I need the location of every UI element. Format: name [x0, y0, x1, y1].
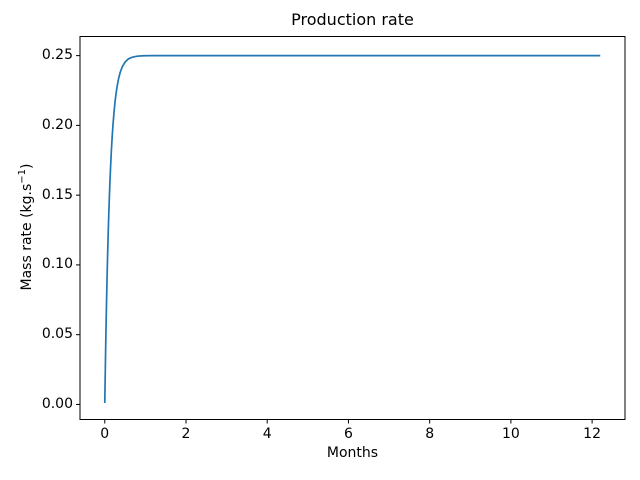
axes-spines — [79, 36, 626, 420]
x-axis-label: Months — [326, 445, 379, 461]
x-tick-label: 0 — [100, 426, 110, 442]
chart-title: Production rate — [291, 10, 414, 29]
x-tick-label: 12 — [583, 426, 601, 442]
y-axis-label-superscript: −1 — [17, 168, 29, 184]
x-tick-label: 6 — [343, 426, 353, 442]
y-tick-label: 0.20 — [41, 116, 73, 133]
y-tick-label: 0.05 — [41, 326, 73, 343]
y-tick-label: 0.00 — [41, 395, 73, 412]
y-tick-label: 0.10 — [41, 256, 73, 273]
y-axis-label-close: ) — [18, 163, 35, 169]
x-tick-label: 8 — [425, 426, 435, 442]
x-tick-label: 4 — [262, 426, 272, 442]
y-tick-label: 0.25 — [41, 47, 73, 64]
mass-rate-curve — [103, 54, 601, 404]
x-tick-label: 2 — [181, 426, 191, 442]
y-tick-label: 0.15 — [41, 186, 73, 203]
x-tick-label: 10 — [501, 426, 520, 442]
